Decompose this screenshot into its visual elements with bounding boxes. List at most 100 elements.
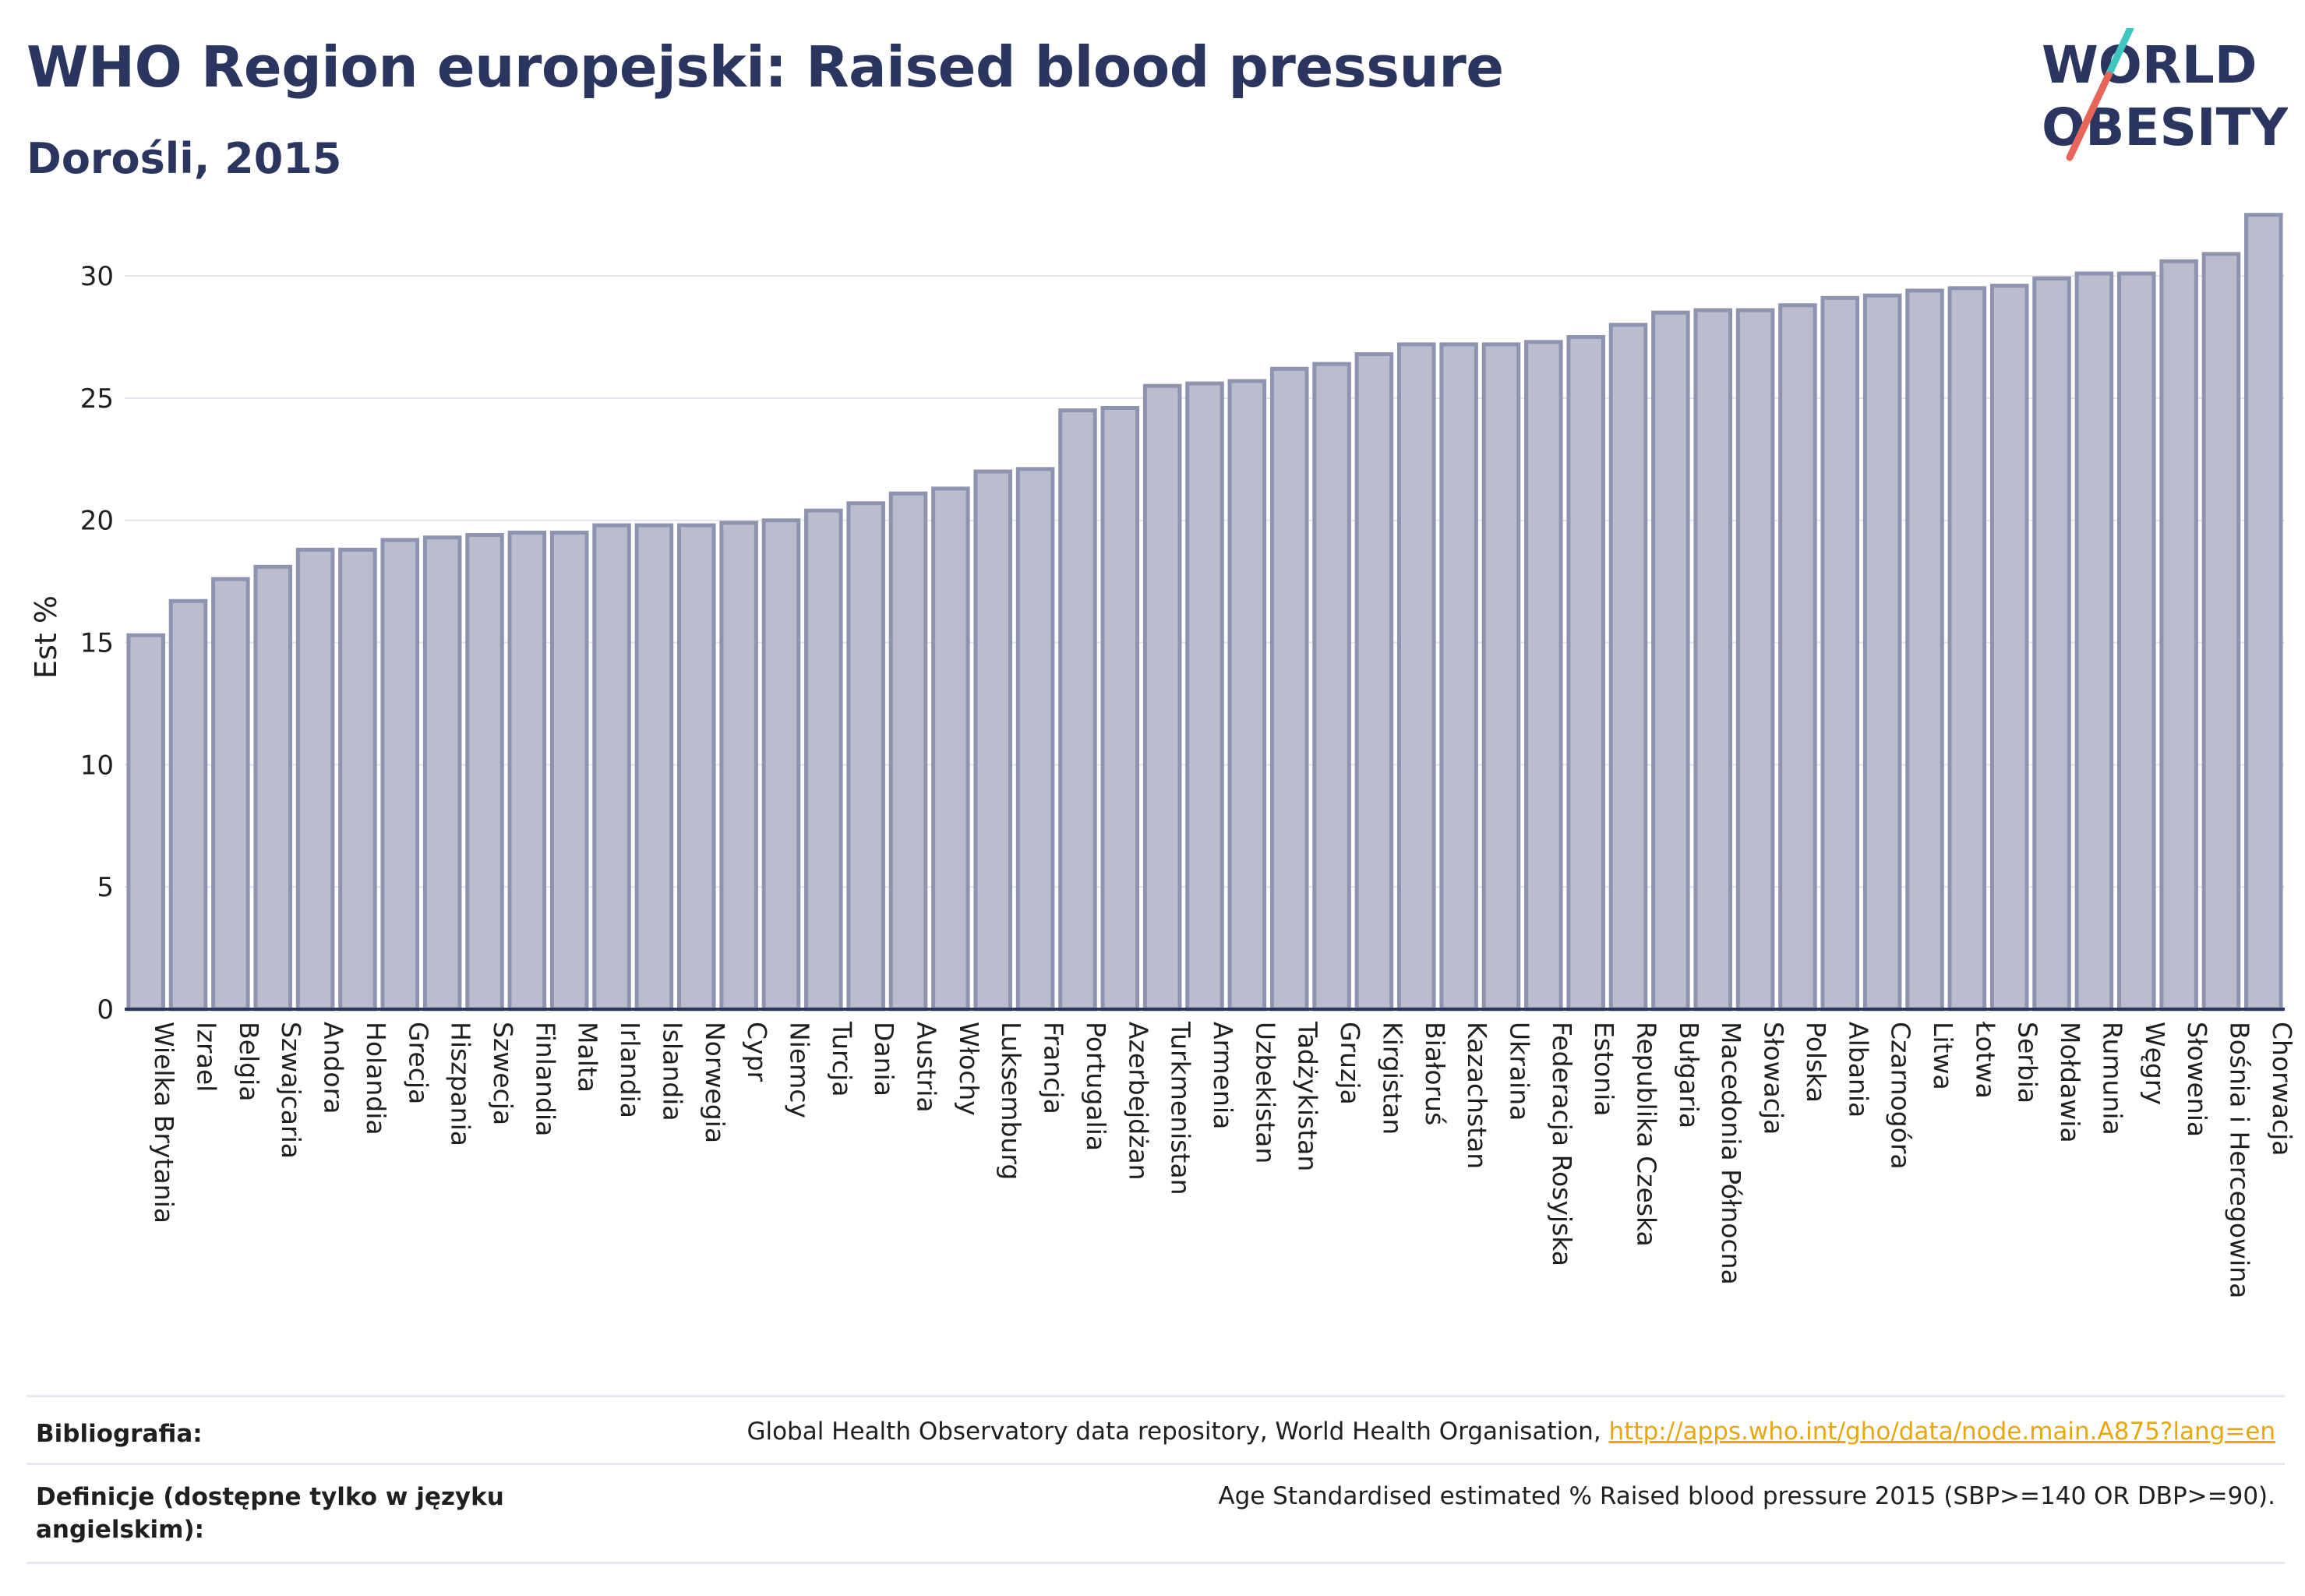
bar — [1269, 366, 1309, 1012]
bar — [719, 521, 758, 1012]
bar — [1185, 381, 1224, 1012]
bar — [1524, 340, 1563, 1012]
x-tick-label: Islandia — [657, 1022, 687, 1121]
bar — [1312, 362, 1351, 1012]
bar — [1142, 383, 1182, 1012]
x-tick-label: Norwegia — [700, 1022, 730, 1143]
y-tick-label: 30 — [80, 261, 114, 292]
bibliography-link[interactable]: http://apps.who.int/gho/data/node.main.A… — [1608, 1418, 2275, 1446]
definitions-label: Definicje (dostępne tylko w języku angie… — [36, 1483, 504, 1544]
bar — [1947, 286, 1987, 1012]
x-tick-label: Malta — [573, 1022, 603, 1093]
y-tick-label: 10 — [80, 750, 114, 781]
bar — [2244, 213, 2283, 1012]
x-tick-label: Wielka Brytania — [149, 1022, 179, 1223]
bar — [2159, 259, 2198, 1012]
chart-subtitle: Dorośli, 2015 — [26, 134, 342, 183]
x-tick-label: Węgry — [2140, 1022, 2170, 1105]
x-tick-label: Izrael — [192, 1022, 222, 1092]
x-tick-label: Ukraina — [1504, 1022, 1534, 1121]
x-tick-label: Bułgaria — [1674, 1022, 1704, 1128]
x-tick-label: Kazachstan — [1462, 1022, 1492, 1169]
x-tick-label: Słowenia — [2182, 1022, 2212, 1137]
bar — [888, 491, 928, 1012]
x-tick-label: Chorwacja — [2267, 1022, 2297, 1156]
bar — [1778, 303, 1817, 1012]
x-tick-label: Litwa — [1928, 1022, 1958, 1090]
bar — [1058, 408, 1097, 1012]
bibliography-row: Bibliografia: Global Health Observatory … — [26, 1395, 2285, 1463]
x-tick-label: Kirgistan — [1377, 1022, 1407, 1135]
x-tick-label: Białoruś — [1420, 1022, 1450, 1125]
bar — [2032, 276, 2071, 1012]
definitions-row: Definicje (dostępne tylko w języku angie… — [26, 1463, 2285, 1564]
bar — [338, 547, 377, 1012]
bar — [676, 523, 716, 1012]
bar — [1396, 342, 1436, 1012]
x-tick-label: Austria — [912, 1022, 942, 1113]
bibliography-text: Global Health Observatory data repositor… — [747, 1418, 1609, 1446]
bar — [2116, 271, 2156, 1012]
y-axis-ticks: 0 5 10 15 20 25 30 — [80, 261, 114, 1026]
bar — [592, 523, 631, 1012]
y-tick-label: 25 — [80, 383, 114, 415]
x-tick-label: Republika Czeska — [1632, 1022, 1662, 1247]
x-tick-label: Czarnogóra — [1886, 1022, 1916, 1170]
logo-slash-coral — [2066, 71, 2113, 161]
bar — [1862, 293, 1902, 1012]
bar — [1735, 308, 1775, 1012]
bar — [211, 577, 250, 1012]
y-tick-label: 5 — [97, 872, 114, 903]
bar — [634, 523, 674, 1012]
x-tick-label: Azerbejdżan — [1123, 1022, 1153, 1181]
chart-title: WHO Region europejski: Raised blood pres… — [26, 34, 1504, 100]
bibliography-value: Global Health Observatory data repositor… — [747, 1418, 2275, 1446]
x-tick-label: Szwajcaria — [276, 1022, 306, 1159]
bars — [126, 213, 2283, 1012]
bar — [2074, 271, 2114, 1012]
y-tick-label: 15 — [80, 628, 114, 659]
x-tick-label: Uzbekistan — [1250, 1022, 1280, 1163]
bar — [1651, 310, 1690, 1012]
bar — [1693, 308, 1733, 1012]
bar — [846, 501, 885, 1012]
bar-chart: 0 5 10 15 20 25 30 Wielka Brytania Izrael Belgia… — [29, 213, 2297, 1298]
bar — [2201, 252, 2241, 1012]
x-tick-label: Estonia — [1589, 1022, 1619, 1116]
x-tick-label: Tadżykistan — [1293, 1021, 1323, 1171]
x-tick-label: Mołdawia — [2055, 1022, 2085, 1143]
x-tick-label: Irlandia — [615, 1022, 645, 1118]
x-tick-label: Albania — [1843, 1022, 1873, 1118]
x-tick-label: Dania — [869, 1022, 899, 1096]
x-tick-label: Niemcy — [784, 1022, 814, 1118]
x-tick-label: Andora — [319, 1022, 349, 1114]
x-tick-label: Belgia — [234, 1022, 264, 1101]
x-tick-label: Macedonia Północna — [1716, 1022, 1746, 1285]
bar — [168, 598, 208, 1012]
x-tick-label: Grecja — [403, 1022, 433, 1104]
y-tick-label: 0 — [97, 994, 114, 1026]
bar — [1354, 351, 1394, 1012]
x-tick-label: Serbia — [2013, 1022, 2043, 1103]
x-tick-label: Szwecja — [488, 1022, 518, 1125]
x-tick-label: Turkmenistan — [1166, 1021, 1196, 1195]
bar — [1100, 405, 1140, 1012]
y-tick-label: 20 — [80, 506, 114, 537]
footer: Bibliografia: Global Health Observatory … — [26, 1395, 2285, 1564]
bar — [1820, 295, 1860, 1012]
bar — [1439, 342, 1478, 1012]
bar — [761, 518, 801, 1012]
logo-slash-teal — [2105, 28, 2134, 79]
y-axis-label: Est % — [29, 595, 63, 679]
x-tick-label: Polska — [1801, 1022, 1831, 1103]
bar — [973, 469, 1013, 1012]
x-tick-label: Bośnia i Hercegowina — [2224, 1022, 2254, 1298]
bar — [1015, 467, 1055, 1012]
x-tick-label: Portugalia — [1081, 1022, 1111, 1151]
x-tick-label: Federacja Rosyjska — [1547, 1022, 1577, 1266]
bar — [422, 535, 462, 1012]
x-tick-label: Słowacja — [1759, 1022, 1789, 1135]
bar — [1905, 288, 1944, 1012]
x-tick-label: Turcja — [827, 1021, 857, 1096]
x-tick-label: Cypr — [742, 1022, 772, 1082]
